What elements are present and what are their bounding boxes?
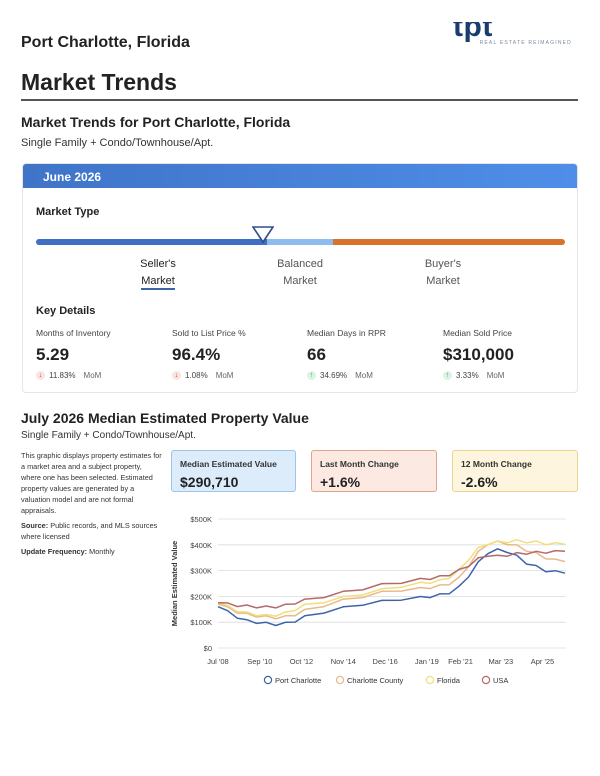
y-axis-label: Median Estimated Value (170, 541, 179, 626)
market-indicator-icon (252, 226, 275, 244)
series-line (217, 548, 566, 627)
logo-wordmark: tpt realty (453, 22, 536, 48)
property-type: Single Family + Condo/Townhouse/Apt. (21, 137, 214, 149)
series-line (217, 538, 566, 617)
y-tick-label: $200K (190, 592, 212, 601)
x-tick-label: Jan '19 (415, 657, 439, 666)
page-title: Market Trends (21, 69, 177, 95)
x-tick-label: Nov '14 (331, 657, 356, 666)
y-tick-label: $400K (190, 541, 212, 550)
arrow-down-icon: ↓ (36, 371, 45, 380)
median-estimated-value-box: Median Estimated Value $290,710 (171, 450, 296, 492)
legend-label: Florida (437, 676, 461, 685)
buyer-bar-segment (333, 239, 565, 245)
value-section-title: July 2026 Median Estimated Property Valu… (21, 410, 309, 426)
arrow-up-icon: ↑ (307, 371, 316, 380)
card-month-header: June 2026 (23, 164, 577, 188)
buyer-market-label: Buyer's Market (424, 258, 462, 287)
balanced-bar-segment (267, 239, 333, 245)
stat-median-days: Median Days in RPR 66 ↑ 34.69% MoM (307, 328, 386, 380)
x-tick-label: Oct '12 (290, 657, 314, 666)
market-type-label: Market Type (36, 206, 100, 218)
value-description: This graphic displays property estimates… (21, 451, 162, 556)
title-divider (21, 99, 578, 101)
last-month-change-box: Last Month Change +1.6% (311, 450, 437, 492)
section-title: Market Trends for Port Charlotte, Florid… (21, 114, 291, 130)
legend-marker (263, 675, 273, 685)
y-tick-label: $0 (204, 644, 212, 653)
stat-months-inventory: Months of Inventory 5.29 ↓ 11.83% MoM (36, 328, 111, 380)
arrow-down-icon: ↓ (172, 371, 181, 380)
key-details-label: Key Details (36, 305, 96, 317)
series-line (217, 540, 566, 620)
y-tick-label: $500K (190, 515, 212, 524)
legend-label: Charlotte County (347, 676, 404, 685)
y-tick-label: $100K (190, 618, 212, 627)
property-value-line-chart: $0 $100K $200K $300K $400K $500K Jul '08 Sep '1… (170, 515, 566, 685)
legend-label: USA (493, 676, 508, 685)
x-tick-label: Jul '08 (207, 657, 228, 666)
seller-bar-segment (36, 239, 267, 245)
city-heading: Port Charlotte, Florida (21, 34, 190, 51)
brand-logo: tpt realty REAL ESTATE REIMAGINED (453, 22, 578, 48)
legend-marker (481, 675, 491, 685)
stat-sold-to-list: Sold to List Price % 96.4% ↓ 1.08% MoM (172, 328, 246, 380)
legend-label: Port Charlotte (275, 676, 321, 685)
balanced-market-label: Balanced Market (277, 258, 323, 287)
x-tick-label: Sep '10 (247, 657, 272, 666)
y-tick-label: $300K (190, 567, 212, 576)
market-type-card: June 2026 Market Type Seller's Market Ba… (22, 163, 578, 393)
logo-tagline: REAL ESTATE REIMAGINED (479, 40, 572, 46)
seller-market-label: Seller's Market (113, 256, 203, 290)
x-tick-label: Dec '16 (373, 657, 398, 666)
x-tick-label: Mar '23 (488, 657, 513, 666)
stat-median-sold-price: Median Sold Price $310,000 ↑ 3.33% MoM (443, 328, 514, 380)
value-property-type: Single Family + Condo/Townhouse/Apt. (21, 430, 196, 441)
twelve-month-change-box: 12 Month Change -2.6% (452, 450, 578, 492)
x-tick-label: Feb '21 (448, 657, 473, 666)
legend-marker (425, 675, 435, 685)
legend-marker (335, 675, 345, 685)
x-tick-label: Apr '25 (531, 657, 555, 666)
arrow-up-icon: ↑ (443, 371, 452, 380)
series-line (217, 549, 566, 609)
